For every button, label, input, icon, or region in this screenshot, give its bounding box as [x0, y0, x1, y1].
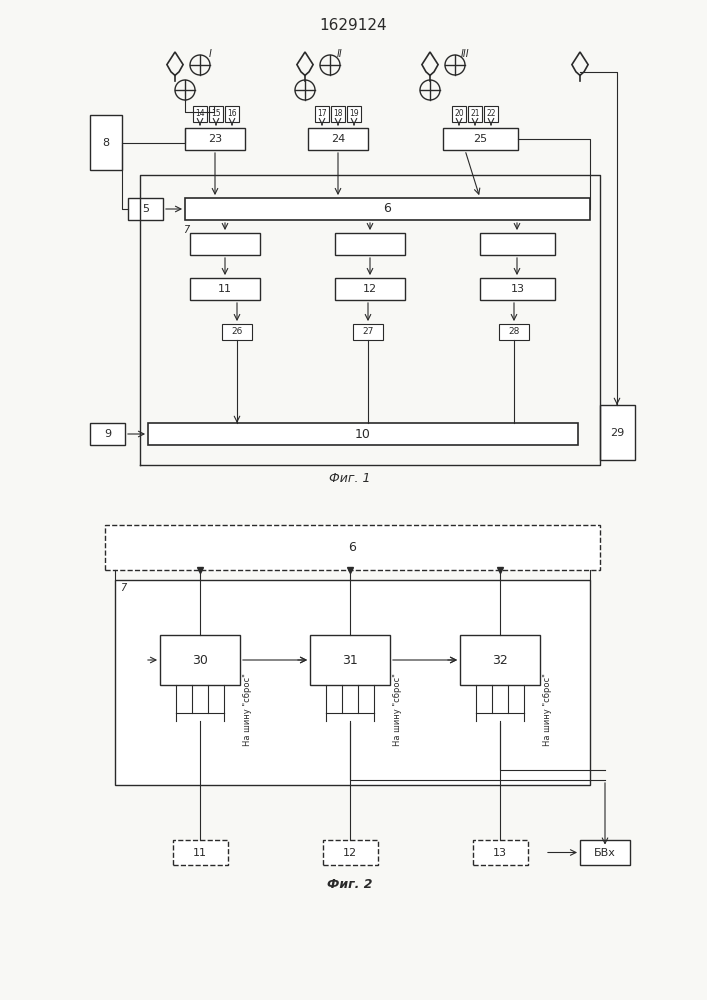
- FancyBboxPatch shape: [90, 423, 125, 445]
- Text: 30: 30: [192, 654, 208, 666]
- Text: БВх: БВх: [594, 848, 616, 857]
- Text: 11: 11: [218, 284, 232, 294]
- FancyBboxPatch shape: [315, 106, 329, 122]
- FancyBboxPatch shape: [128, 198, 163, 220]
- Text: 17: 17: [317, 109, 327, 118]
- FancyBboxPatch shape: [222, 324, 252, 340]
- Text: 12: 12: [343, 848, 357, 857]
- Text: 26: 26: [231, 328, 243, 336]
- Text: 11: 11: [193, 848, 207, 857]
- Text: 18: 18: [333, 109, 343, 118]
- Text: 6: 6: [349, 541, 356, 554]
- Text: Фиг. 1: Фиг. 1: [329, 472, 370, 485]
- Text: 23: 23: [208, 134, 222, 144]
- FancyBboxPatch shape: [472, 840, 527, 865]
- Text: На шину "сброс": На шину "сброс": [392, 674, 402, 746]
- FancyBboxPatch shape: [148, 423, 578, 445]
- FancyBboxPatch shape: [468, 106, 482, 122]
- FancyBboxPatch shape: [185, 128, 245, 150]
- Text: 8: 8: [103, 137, 110, 147]
- FancyBboxPatch shape: [335, 278, 405, 300]
- Text: 29: 29: [610, 428, 624, 438]
- Text: 7: 7: [120, 583, 127, 593]
- FancyBboxPatch shape: [347, 106, 361, 122]
- FancyBboxPatch shape: [310, 635, 390, 685]
- FancyBboxPatch shape: [209, 106, 223, 122]
- Text: 31: 31: [342, 654, 358, 666]
- FancyBboxPatch shape: [173, 840, 228, 865]
- Text: 10: 10: [355, 428, 371, 440]
- Text: 28: 28: [508, 328, 520, 336]
- FancyBboxPatch shape: [580, 840, 630, 865]
- Text: III: III: [461, 49, 469, 59]
- FancyBboxPatch shape: [322, 840, 378, 865]
- Text: 27: 27: [362, 328, 374, 336]
- Text: I: I: [209, 49, 211, 59]
- Text: 22: 22: [486, 109, 496, 118]
- Text: II: II: [337, 49, 343, 59]
- Text: Фиг. 2: Фиг. 2: [327, 879, 373, 892]
- Text: На шину "сброс": На шину "сброс": [243, 674, 252, 746]
- FancyBboxPatch shape: [443, 128, 518, 150]
- Text: 7: 7: [183, 225, 189, 235]
- FancyBboxPatch shape: [353, 324, 383, 340]
- FancyBboxPatch shape: [331, 106, 345, 122]
- Text: 5: 5: [142, 204, 149, 214]
- Text: 12: 12: [363, 284, 377, 294]
- FancyBboxPatch shape: [499, 324, 529, 340]
- FancyBboxPatch shape: [480, 278, 555, 300]
- FancyBboxPatch shape: [335, 233, 405, 255]
- Text: 19: 19: [349, 109, 359, 118]
- Text: 20: 20: [454, 109, 464, 118]
- Text: 25: 25: [474, 134, 488, 144]
- Text: 14: 14: [195, 109, 205, 118]
- FancyBboxPatch shape: [480, 233, 555, 255]
- Text: 32: 32: [492, 654, 508, 666]
- FancyBboxPatch shape: [193, 106, 207, 122]
- Text: 1629124: 1629124: [319, 17, 387, 32]
- FancyBboxPatch shape: [484, 106, 498, 122]
- Text: 6: 6: [384, 202, 392, 216]
- FancyBboxPatch shape: [308, 128, 368, 150]
- FancyBboxPatch shape: [105, 525, 600, 570]
- Text: 13: 13: [493, 848, 507, 857]
- Text: 21: 21: [470, 109, 480, 118]
- Text: 24: 24: [331, 134, 345, 144]
- Text: 13: 13: [510, 284, 525, 294]
- FancyBboxPatch shape: [452, 106, 466, 122]
- FancyBboxPatch shape: [600, 405, 635, 460]
- FancyBboxPatch shape: [225, 106, 239, 122]
- FancyBboxPatch shape: [90, 115, 122, 170]
- Text: 16: 16: [227, 109, 237, 118]
- FancyBboxPatch shape: [190, 233, 260, 255]
- FancyBboxPatch shape: [115, 580, 590, 785]
- Text: 15: 15: [211, 109, 221, 118]
- FancyBboxPatch shape: [160, 635, 240, 685]
- FancyBboxPatch shape: [190, 278, 260, 300]
- FancyBboxPatch shape: [185, 198, 590, 220]
- Text: 9: 9: [104, 429, 111, 439]
- Text: На шину "сброс": На шину "сброс": [542, 674, 551, 746]
- FancyBboxPatch shape: [460, 635, 540, 685]
